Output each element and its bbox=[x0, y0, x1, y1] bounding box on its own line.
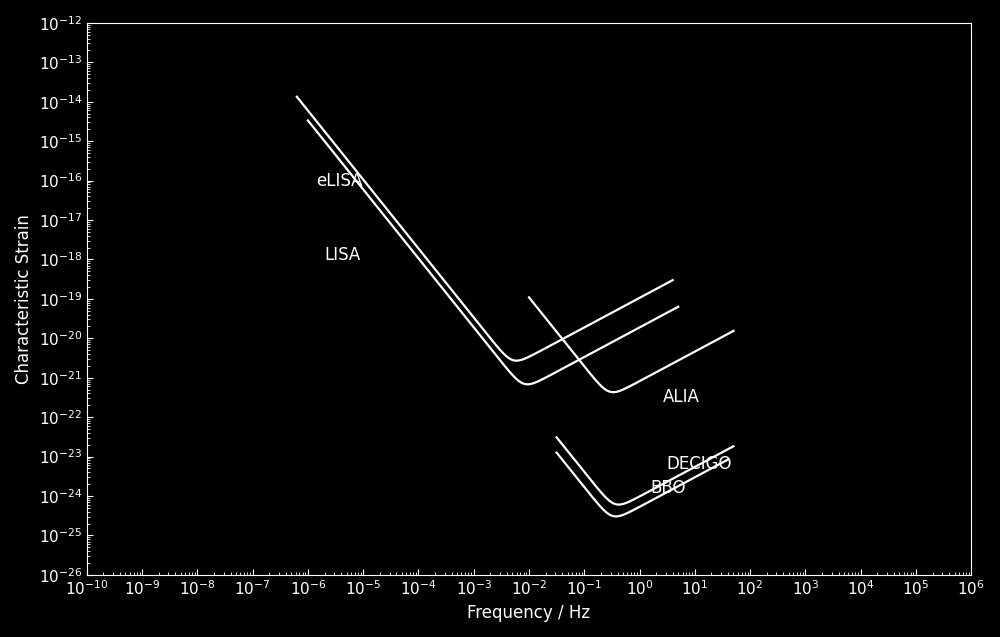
Text: eLISA: eLISA bbox=[316, 171, 363, 190]
Text: LISA: LISA bbox=[325, 247, 361, 264]
Text: ALIA: ALIA bbox=[663, 389, 700, 406]
Text: DECIGO: DECIGO bbox=[666, 455, 732, 473]
Y-axis label: Characteristic Strain: Characteristic Strain bbox=[15, 214, 33, 384]
Text: BBO: BBO bbox=[651, 479, 686, 497]
X-axis label: Frequency / Hz: Frequency / Hz bbox=[467, 604, 591, 622]
